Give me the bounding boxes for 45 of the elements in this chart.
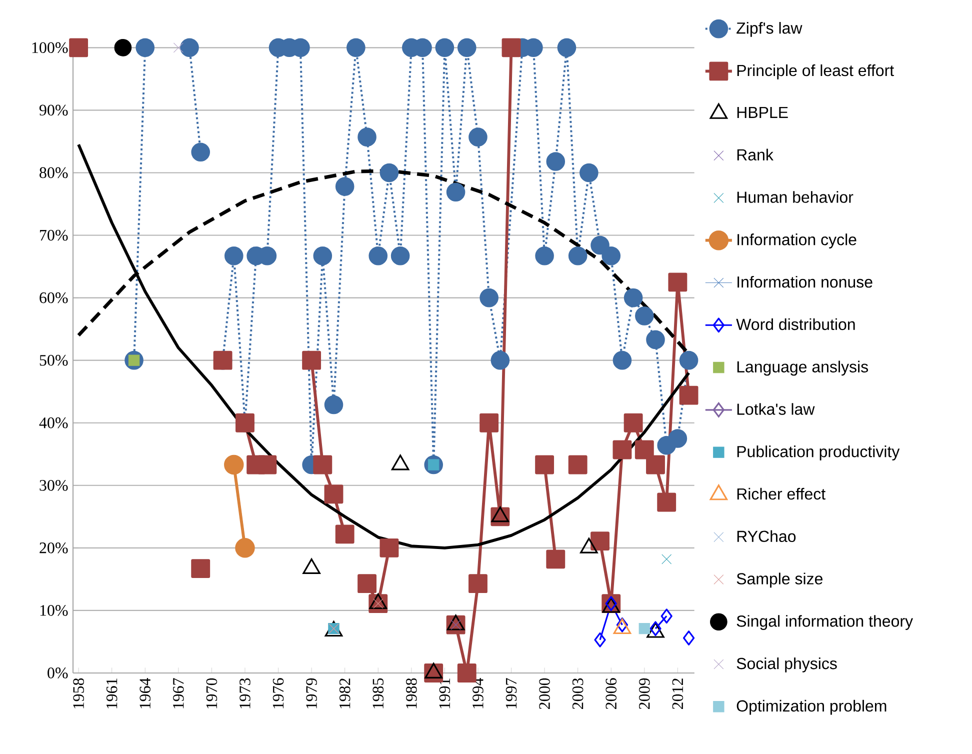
x-tick-label: 1979 [306, 678, 317, 708]
legend-label: Rank [737, 148, 774, 160]
x-tick-label: 1967 [173, 678, 184, 708]
legend-label: Lotka's law [737, 403, 815, 415]
legend-label: Word distribution [736, 318, 855, 330]
y-tick-label: 20% [40, 542, 68, 554]
legend-label: Singal information theory [736, 615, 913, 630]
x-tick-label: 1985 [372, 678, 384, 708]
x-tick-label: 2009 [639, 678, 650, 709]
legend-label: Human behavior [737, 191, 854, 203]
x-tick-label: 1958 [73, 678, 84, 708]
legend-label: Publication productivity [737, 446, 900, 460]
x-tick-label: 1973 [240, 678, 250, 708]
y-tick-label: 60% [40, 292, 68, 304]
y-tick-label: 70% [40, 230, 68, 241]
y-tick-label: 50% [40, 354, 68, 366]
x-tick-label: 2012 [672, 678, 684, 709]
y-tick-label: 0% [48, 668, 68, 678]
y-tick-label: 30% [40, 480, 68, 491]
legend-label: Richer effect [737, 488, 826, 500]
y-tick-label: 100% [32, 42, 68, 54]
legend-label: Optimization problem [736, 700, 886, 715]
x-tick-label: 1970 [206, 678, 218, 708]
x-tick-label: 1982 [339, 678, 350, 708]
y-tick-label: 90% [39, 104, 68, 116]
legend-label: Zipf's law [736, 22, 802, 37]
x-tick-label: 2006 [606, 678, 617, 709]
y-tick-label: 40% [39, 417, 68, 428]
x-tick-label: 2000 [539, 678, 550, 709]
y-tick-label: 80% [40, 167, 68, 178]
x-tick-label: 1961 [106, 678, 118, 708]
legend-label: RYChao [737, 530, 796, 542]
legend-label: Social physics [736, 657, 837, 672]
legend-label: Information cycle [738, 234, 856, 248]
x-tick-label: 1997 [506, 678, 517, 708]
legend-label: Principle of least effort [737, 64, 894, 80]
x-tick-label: 1988 [406, 678, 417, 708]
x-tick-label: 1976 [272, 678, 284, 708]
legend-label: Language anslysis [737, 360, 868, 376]
x-tick-label: 2003 [572, 678, 584, 709]
legend-label: HBPLE [737, 106, 788, 118]
y-tick-label: 10% [40, 605, 68, 616]
x-tick-label: 1964 [140, 678, 150, 708]
legend-label: Sample size [736, 572, 822, 588]
legend-label: Information nonuse [738, 276, 872, 288]
